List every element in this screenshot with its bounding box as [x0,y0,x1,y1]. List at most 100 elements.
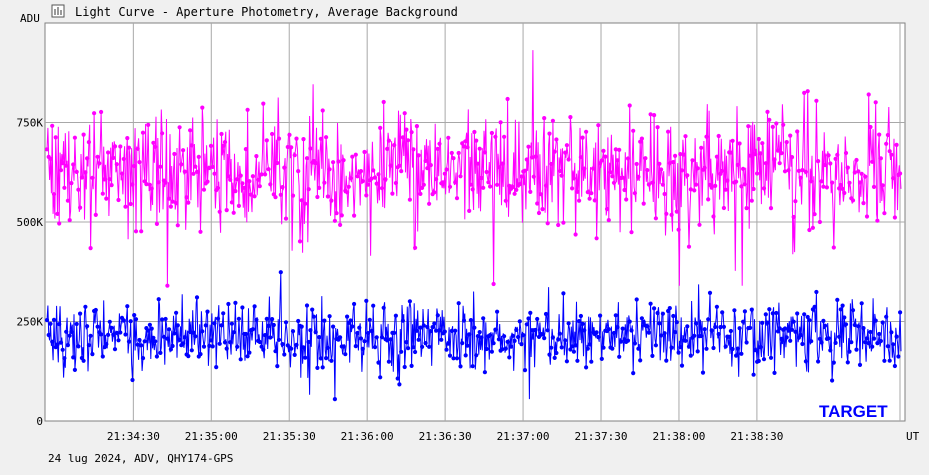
data-point [807,318,812,323]
data-point [496,165,501,170]
data-point [414,328,419,333]
data-point [240,181,245,186]
data-point [702,327,707,332]
data-point [625,338,631,343]
data-point [55,342,60,347]
data-point [275,364,280,369]
data-point [734,353,739,358]
data-point [74,321,79,327]
data-point [318,356,323,361]
data-point [276,136,282,141]
data-point [72,135,77,140]
data-point [372,345,378,350]
data-point [374,181,379,186]
data-point [266,167,271,172]
data-point [92,111,97,116]
data-point [118,330,123,335]
data-point [580,321,585,326]
data-point [189,348,194,353]
data-point [133,229,139,234]
data-point [140,130,146,135]
data-point [95,154,100,159]
data-point [721,324,727,329]
data-point [522,368,528,373]
data-point [674,209,679,214]
data-point [320,365,325,370]
data-point [106,150,111,155]
data-point [411,147,416,152]
data-point [268,182,273,187]
data-point [447,184,453,189]
data-point [540,207,545,212]
data-point [892,215,898,220]
data-point [198,352,203,357]
data-point [280,185,285,190]
data-point [280,342,285,347]
data-point [315,194,320,200]
data-point [575,189,580,194]
data-point [142,339,147,344]
data-point [761,186,767,191]
data-point [809,339,814,344]
data-point [341,344,346,349]
chart-icon[interactable] [51,4,65,18]
data-point [341,158,346,163]
data-point [388,163,393,168]
data-point [67,333,72,338]
data-point [538,192,543,197]
data-point [338,335,343,340]
data-point [270,317,275,322]
data-point [700,370,706,375]
series-0 [44,50,903,288]
data-point [861,201,866,206]
data-point [746,124,751,129]
data-point [481,316,486,321]
data-point [179,162,184,167]
data-point [467,208,472,213]
data-point [761,357,767,362]
data-point [543,183,549,188]
data-point [735,162,741,167]
data-point [181,341,186,346]
data-point [413,245,418,250]
data-point [877,331,882,337]
data-point [786,328,791,333]
data-point [338,222,343,227]
data-point [781,122,786,127]
data-point [140,356,146,361]
data-point [233,300,238,305]
data-point [889,152,894,157]
data-point [713,324,718,330]
data-point [106,332,111,337]
data-point [123,332,128,337]
data-point [667,306,672,311]
data-point [215,316,221,321]
data-point [245,354,250,359]
data-point [775,148,781,153]
data-point [112,347,118,352]
data-point [221,143,226,148]
data-point [247,179,252,184]
data-point [683,134,688,139]
data-point [716,133,721,139]
data-point [697,222,702,227]
data-point [423,341,428,346]
data-point [336,159,341,164]
data-point [611,330,617,336]
data-point [257,184,262,189]
data-point [243,147,248,152]
data-point [493,134,498,139]
data-point [221,311,226,316]
data-point [646,330,652,335]
data-point [212,321,217,326]
data-point [878,156,884,161]
data-point [847,180,852,185]
data-point [814,98,819,103]
data-point [514,327,519,332]
data-point [414,124,419,129]
data-point [191,330,196,335]
data-point [793,329,798,334]
data-point [615,325,620,330]
data-point [252,304,257,309]
data-point [533,154,538,159]
